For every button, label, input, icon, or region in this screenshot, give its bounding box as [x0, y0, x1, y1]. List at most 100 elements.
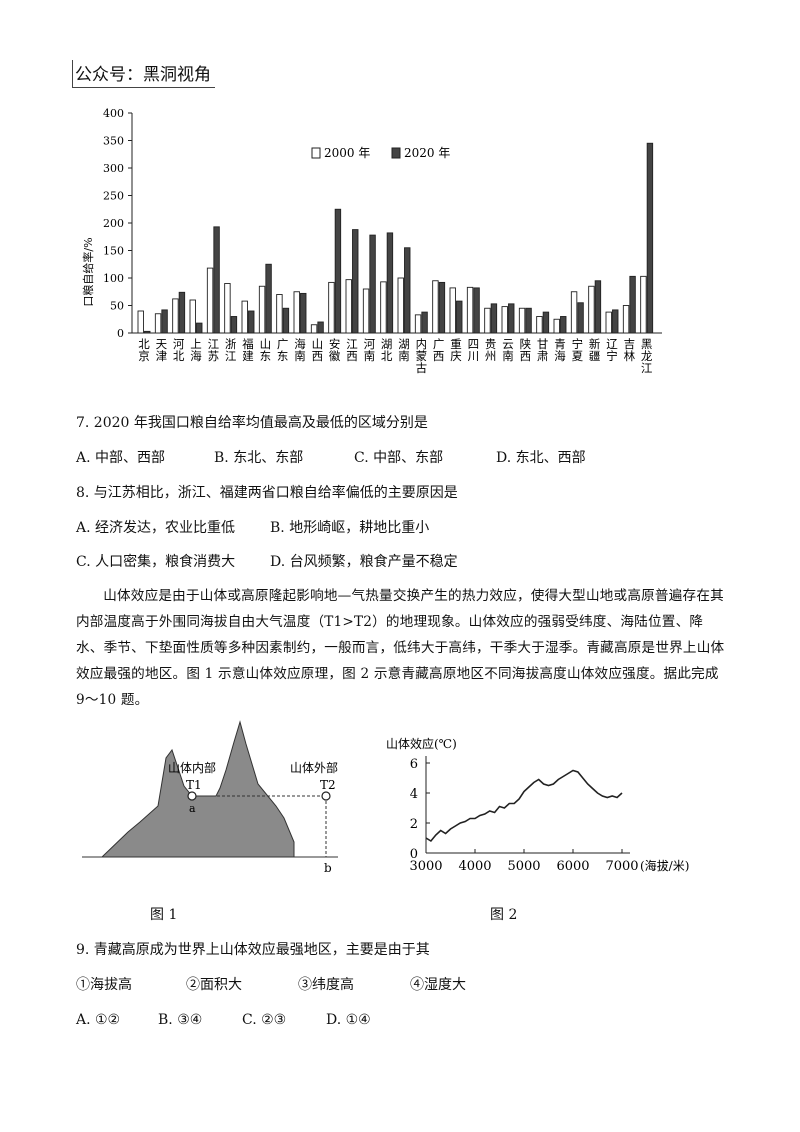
x-category-label: 浙江: [225, 337, 237, 363]
inner-label: 山体内部: [168, 760, 216, 775]
bar-2020: [525, 307, 532, 334]
figure-1-mountain-diagram: 山体内部 山体外部 T1 T2 a b: [82, 720, 338, 875]
x-category-label: 重庆: [450, 337, 462, 363]
fig2-x-tick-label: 7000: [605, 859, 638, 874]
x-category-label: 吉林: [624, 337, 636, 363]
bar-2020: [490, 303, 498, 334]
bar-chart-axes: 0 50 100 150 200 250 300 350 400: [103, 107, 662, 340]
bar-2000: [432, 280, 439, 334]
figure-2-curve: [425, 769, 623, 843]
x-category-label: 甘肃: [537, 337, 549, 363]
bar-2000: [588, 285, 595, 334]
bar-2020: [317, 321, 324, 334]
figure-2-x-label: (海拔/米): [640, 858, 689, 873]
bar-2000: [553, 318, 560, 334]
bar-chart-y-label: 口粮自给率/%: [81, 237, 95, 306]
x-category-label: 湖北: [381, 337, 393, 363]
bar-2000: [154, 313, 162, 334]
bar-2000: [466, 286, 474, 334]
a-label: a: [189, 802, 196, 815]
bar-2020: [352, 229, 359, 334]
y-tick-label: 50: [110, 300, 124, 313]
question-9-option-a[interactable]: A. ①②: [76, 1012, 121, 1028]
question-9-option-c[interactable]: C. ②③: [242, 1012, 287, 1028]
x-category-label: 湖南: [398, 337, 410, 363]
x-category-label: 福建: [242, 337, 254, 363]
x-category-label: 山东: [260, 337, 272, 363]
bar-2000: [362, 288, 370, 334]
fig2-y-tick-label: 4: [410, 787, 418, 802]
bar-2000: [484, 307, 491, 334]
legend-swatch-2020: [391, 147, 401, 159]
t1-marker: [187, 791, 197, 801]
bar-2020: [404, 247, 411, 334]
x-category-label: 新疆: [589, 337, 601, 363]
question-9-stem: 9. 青藏高原成为世界上山体效应最强地区，主要是由于其: [76, 942, 430, 958]
question-9-item-2: ②面积大: [186, 977, 242, 993]
y-tick-label: 350: [103, 135, 124, 148]
bar-chart-bars: [137, 142, 654, 334]
passage-mountain-effect: 山体效应是由于山体或高原隆起影响地—气热量交换产生的热力效应，使得大型山地或高原…: [76, 588, 725, 708]
bar-2020: [300, 292, 307, 334]
question-9-item-4: ④湿度大: [410, 977, 466, 993]
bar-2020: [161, 309, 168, 334]
question-7-option-a[interactable]: A. 中部、西部: [76, 450, 166, 466]
y-tick-label: 300: [103, 162, 124, 175]
question-9-option-d[interactable]: D. ①④: [326, 1012, 371, 1028]
bar-2000: [380, 281, 387, 334]
x-category-label: 河南: [364, 337, 376, 363]
x-category-label: 天津: [156, 337, 168, 363]
question-8-option-c[interactable]: C. 人口密集，粮食消费大: [76, 554, 236, 570]
bar-2000: [241, 300, 248, 334]
fig2-x-tick-label: 6000: [556, 859, 589, 874]
bar-2000: [137, 310, 144, 334]
question-8-option-d[interactable]: D. 台风频繁，粮食产量不稳定: [270, 554, 458, 570]
question-7-option-b[interactable]: B. 东北、东部: [214, 450, 304, 466]
y-tick-label: 100: [103, 272, 124, 285]
x-category-label: 山西: [312, 337, 324, 363]
bar-2020: [282, 307, 290, 334]
bar-2000: [224, 283, 231, 334]
t2-label: T2: [320, 778, 336, 792]
question-7-stem: 7. 2020 年我国口粮自给率均值最高及最低的区域分别是: [76, 415, 428, 431]
fig2-y-tick-label: 6: [410, 757, 418, 772]
x-category-label: 江西: [346, 337, 358, 363]
watermark: 公众号：黑洞视角: [72, 60, 215, 88]
y-tick-label: 150: [103, 245, 124, 258]
x-category-label: 北京: [138, 337, 150, 363]
figure-2-line-chart: 山体效应(℃) (海拔/米) 0 2 4 6 3000 4000 5000 6000 7000: [386, 736, 689, 874]
bar-2020: [230, 316, 238, 334]
bar-2000: [640, 275, 647, 334]
y-tick-label: 200: [103, 217, 124, 230]
bar-2020: [178, 291, 186, 334]
figure-2-axes: 0 2 4 6 3000 4000 5000 6000 7000: [409, 756, 639, 874]
x-category-label: 青海: [554, 337, 566, 363]
bar-2000: [276, 294, 283, 334]
x-category-label: 黑龙江: [641, 337, 653, 375]
bar-2000: [206, 267, 214, 334]
question-8-option-b[interactable]: B. 地形崎岖，耕地比重小: [270, 520, 430, 536]
outer-label: 山体外部: [290, 760, 338, 775]
x-category-label: 安徽: [329, 337, 341, 363]
bar-chart-category-labels: 北京天津河北上海江苏浙江福建山东广东海南山西安徽江西河南湖北湖南内蒙古广西重庆四…: [138, 337, 653, 375]
question-7-option-c[interactable]: C. 中部、东部: [354, 450, 444, 466]
bar-2020: [421, 311, 428, 334]
bar-2000: [328, 281, 335, 334]
x-category-label: 云南: [502, 337, 514, 363]
bar-2020: [646, 142, 654, 334]
legend-label-2000: 2000 年: [324, 146, 370, 160]
fig2-x-tick-label: 5000: [507, 859, 540, 874]
question-7-option-d[interactable]: D. 东北、西部: [496, 450, 586, 466]
x-category-label: 上海: [190, 337, 202, 363]
question-9-option-b[interactable]: B. ③④: [158, 1012, 203, 1028]
bar-2000: [570, 291, 578, 334]
t1-label: T1: [186, 778, 202, 792]
bar-2020: [248, 310, 255, 334]
question-8-option-a[interactable]: A. 经济发达，农业比重低: [76, 520, 236, 536]
bar-2000: [397, 277, 404, 334]
x-category-label: 宁夏: [572, 337, 584, 363]
x-category-label: 辽宁: [606, 337, 618, 363]
legend-swatch-2000: [311, 147, 321, 159]
x-category-label: 江苏: [208, 337, 220, 363]
